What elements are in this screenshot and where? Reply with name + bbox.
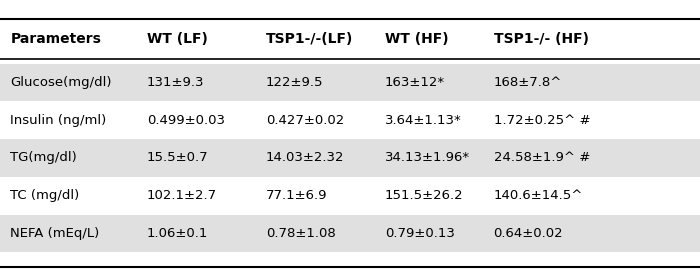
Text: 122±9.5: 122±9.5 [266,76,323,89]
Text: 0.79±0.13: 0.79±0.13 [385,227,455,240]
Text: 77.1±6.9: 77.1±6.9 [266,189,328,202]
Text: TC (mg/dl): TC (mg/dl) [10,189,80,202]
Text: WT (LF): WT (LF) [147,32,208,46]
Text: 102.1±2.7: 102.1±2.7 [147,189,217,202]
Text: 163±12*: 163±12* [385,76,445,89]
Text: Insulin (ng/ml): Insulin (ng/ml) [10,114,106,127]
Text: 131±9.3: 131±9.3 [147,76,204,89]
Text: 34.13±1.96*: 34.13±1.96* [385,151,470,164]
Text: 0.64±0.02: 0.64±0.02 [494,227,563,240]
Bar [0,215,700,252]
Text: 0.78±1.08: 0.78±1.08 [266,227,336,240]
Text: 15.5±0.7: 15.5±0.7 [147,151,209,164]
Text: 151.5±26.2: 151.5±26.2 [385,189,463,202]
Text: TG(mg/dl): TG(mg/dl) [10,151,77,164]
Text: NEFA (mEq/L): NEFA (mEq/L) [10,227,99,240]
Text: Glucose(mg/dl): Glucose(mg/dl) [10,76,112,89]
Text: 3.64±1.13*: 3.64±1.13* [385,114,462,127]
Text: Parameters: Parameters [10,32,102,46]
Bar [0,139,700,177]
Text: 14.03±2.32: 14.03±2.32 [266,151,344,164]
Bar [0,64,700,101]
Text: 1.72±0.25^ #: 1.72±0.25^ # [494,114,590,127]
Text: 140.6±14.5^: 140.6±14.5^ [494,189,583,202]
Text: 168±7.8^: 168±7.8^ [494,76,562,89]
Text: 24.58±1.9^ #: 24.58±1.9^ # [494,151,590,164]
Text: 0.499±0.03: 0.499±0.03 [147,114,225,127]
Text: 1.06±0.1: 1.06±0.1 [147,227,209,240]
Text: 0.427±0.02: 0.427±0.02 [266,114,344,127]
Text: TSP1-/- (HF): TSP1-/- (HF) [494,32,589,46]
Text: TSP1-/-(LF): TSP1-/-(LF) [266,32,354,46]
Text: WT (HF): WT (HF) [385,32,449,46]
